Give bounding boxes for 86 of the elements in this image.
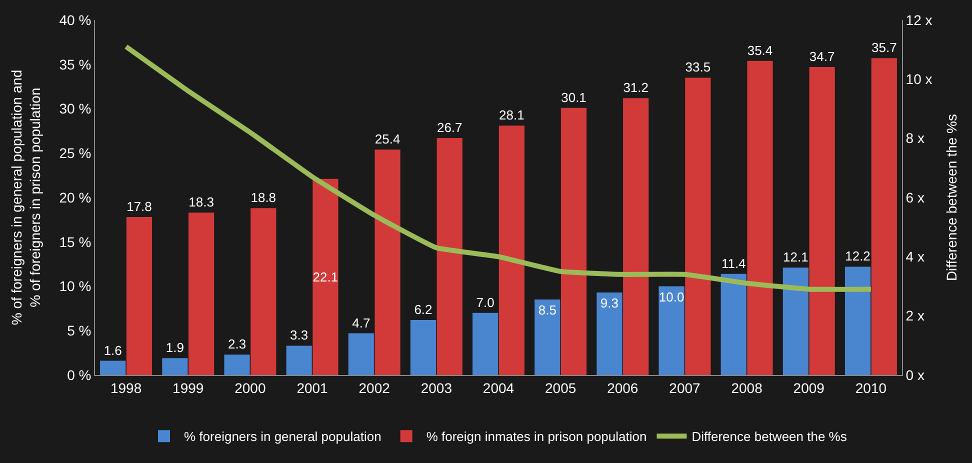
x-tick-label: 2007 bbox=[669, 380, 701, 396]
bar bbox=[472, 312, 498, 375]
data-label: 31.2 bbox=[623, 80, 648, 96]
legend-label: % foreign inmates in prison population bbox=[426, 429, 647, 444]
y2-tick-label: 6 x bbox=[906, 189, 924, 206]
data-label: 35.7 bbox=[872, 40, 897, 56]
bar bbox=[747, 60, 773, 375]
data-label: 11.4 bbox=[721, 256, 746, 271]
bar bbox=[871, 58, 897, 375]
data-label: 4.7 bbox=[352, 315, 370, 330]
x-tick-label: 2001 bbox=[296, 380, 328, 396]
bar bbox=[410, 320, 436, 375]
data-label: 10.0 bbox=[658, 289, 684, 304]
y-tick-label: 40 % bbox=[59, 12, 92, 28]
bar bbox=[534, 300, 560, 375]
data-label: 22.1 bbox=[312, 269, 338, 284]
bar bbox=[560, 108, 587, 375]
bar bbox=[188, 212, 214, 375]
y-tick-label: 10 % bbox=[59, 278, 92, 294]
data-label: 1.6 bbox=[104, 342, 122, 358]
y-tick-label: 35 % bbox=[59, 56, 92, 72]
legend-label: % foreigners in general population bbox=[184, 429, 382, 444]
bar bbox=[498, 126, 524, 375]
y-tick-label: 25 % bbox=[59, 145, 92, 162]
x-tick-label: 2004 bbox=[482, 380, 514, 396]
y-tick-label: 5 % bbox=[67, 322, 92, 339]
y2-tick-label: 2 x bbox=[906, 308, 924, 324]
bar bbox=[374, 150, 400, 375]
data-label: 17.8 bbox=[126, 199, 152, 214]
data-label: 1.9 bbox=[166, 340, 184, 356]
data-label: 33.5 bbox=[685, 60, 711, 75]
data-label: 12.2 bbox=[845, 248, 870, 264]
y2-tick-label: 8 x bbox=[906, 130, 924, 146]
y2-tick-label: 10 x bbox=[906, 71, 932, 88]
x-tick-label: 2010 bbox=[855, 380, 887, 396]
x-tick-label: 2002 bbox=[358, 380, 390, 396]
legend-label: Difference between the %s bbox=[692, 429, 848, 444]
bar bbox=[126, 217, 152, 375]
y2-tick-label: 4 x bbox=[906, 248, 924, 265]
bar bbox=[782, 268, 808, 375]
data-label: 35.4 bbox=[747, 42, 773, 58]
data-label: 2.3 bbox=[228, 336, 246, 352]
y2-axis-title: Difference between the %s bbox=[944, 114, 960, 282]
bar bbox=[685, 78, 711, 375]
x-tick-label: 2000 bbox=[234, 380, 266, 396]
data-label: 8.5 bbox=[538, 302, 556, 318]
bar bbox=[720, 274, 746, 375]
bar bbox=[809, 67, 835, 375]
x-tick-label: 2006 bbox=[607, 380, 638, 396]
y2-tick-label: 0 x bbox=[906, 366, 924, 383]
bar bbox=[658, 286, 684, 375]
bar bbox=[436, 138, 462, 375]
bar bbox=[348, 333, 374, 375]
data-label: 34.7 bbox=[809, 49, 835, 64]
data-label: 3.3 bbox=[290, 328, 308, 343]
bar bbox=[596, 292, 622, 375]
data-label: 12.1 bbox=[783, 250, 808, 265]
x-tick-label: 2008 bbox=[731, 380, 763, 396]
bar bbox=[162, 358, 188, 375]
y-tick-label: 20 % bbox=[59, 189, 92, 206]
bar bbox=[250, 208, 276, 375]
data-label: 26.7 bbox=[436, 120, 462, 136]
bar bbox=[100, 360, 126, 375]
bar bbox=[844, 266, 871, 375]
y-tick-label: 15 % bbox=[59, 234, 92, 250]
x-tick-label: 2009 bbox=[793, 380, 825, 396]
x-tick-label: 2005 bbox=[545, 380, 576, 396]
bar bbox=[623, 98, 649, 375]
x-tick-label: 1998 bbox=[110, 380, 142, 396]
bar bbox=[286, 346, 312, 375]
data-label: 7.0 bbox=[476, 294, 494, 310]
data-label: 18.3 bbox=[188, 194, 214, 210]
data-label: 28.1 bbox=[499, 108, 524, 123]
bar bbox=[224, 354, 250, 375]
bar bbox=[312, 178, 338, 375]
y-tick-label: 30 % bbox=[59, 100, 92, 117]
data-label: 18.8 bbox=[250, 190, 276, 206]
data-label: 6.2 bbox=[414, 302, 432, 317]
data-label: 30.1 bbox=[561, 90, 586, 105]
y-tick-label: 0 % bbox=[67, 366, 92, 383]
y-axis-title: % of foreigners in general population and % of foreigners in prison population bbox=[8, 70, 43, 326]
data-label: 9.3 bbox=[600, 295, 619, 310]
data-label: 25.4 bbox=[374, 132, 400, 147]
x-tick-label: 1999 bbox=[172, 380, 204, 396]
y2-tick-label: 12 x bbox=[906, 12, 932, 28]
x-tick-label: 2003 bbox=[420, 380, 452, 396]
